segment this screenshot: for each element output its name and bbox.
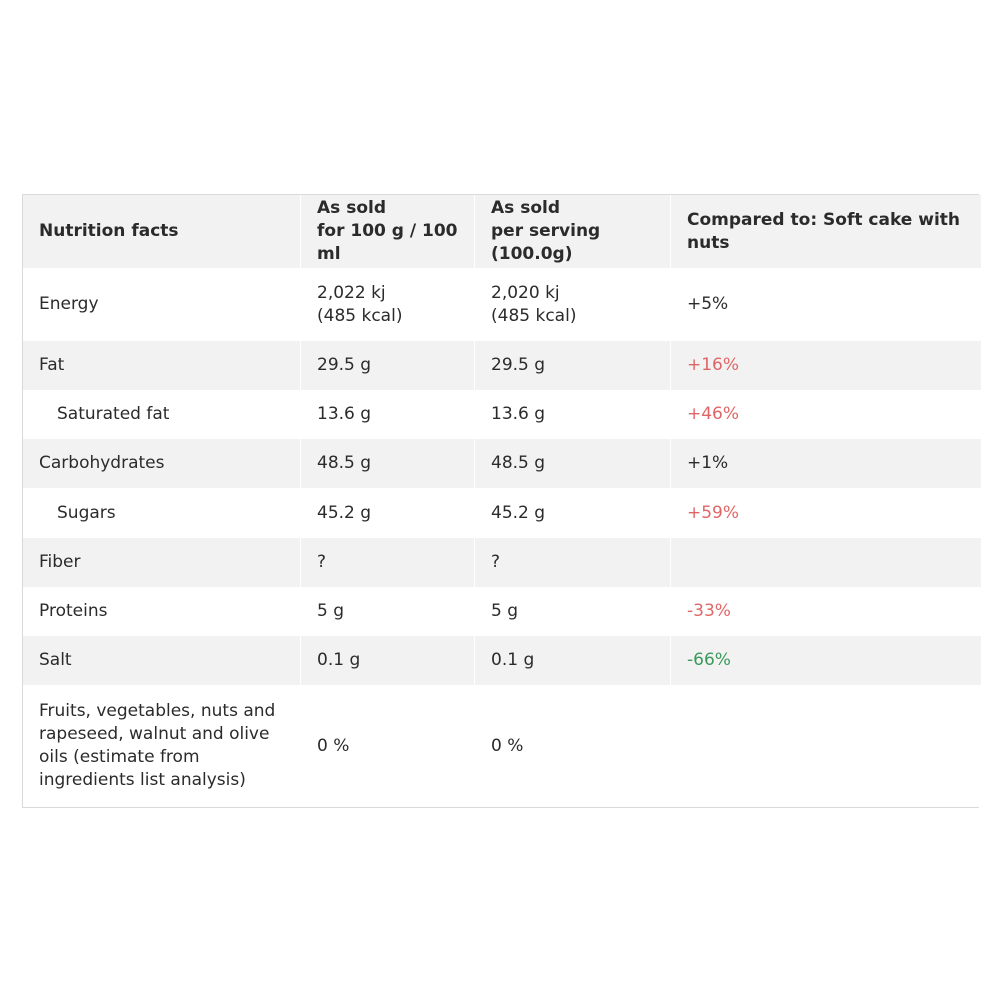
- compare-value: -66%: [671, 636, 981, 685]
- header-nutrition-facts: Nutrition facts: [23, 195, 300, 268]
- compare-value: +46%: [671, 390, 981, 439]
- per-serving-value: 0 %: [475, 685, 670, 807]
- nutrient-name: Sugars: [23, 488, 300, 538]
- per-100g-value: 0.1 g: [301, 636, 474, 685]
- compare-value: [671, 538, 981, 587]
- header-compared-to: Compared to: Soft cake with nuts: [671, 195, 981, 268]
- per-100g-value: 5 g: [301, 587, 474, 636]
- header-per-100g: As sold for 100 g / 100 ml: [301, 195, 474, 268]
- nutrient-name: Saturated fat: [23, 390, 300, 439]
- header-per-serving: As sold per serving (100.0g): [475, 195, 670, 268]
- per-serving-value: 2,020 kj (485 kcal): [475, 268, 670, 341]
- compare-value: +16%: [671, 341, 981, 390]
- per-serving-value: 45.2 g: [475, 488, 670, 538]
- per-serving-value: 29.5 g: [475, 341, 670, 390]
- nutrition-grid: Nutrition facts As sold for 100 g / 100 …: [23, 195, 981, 807]
- per-100g-value: 13.6 g: [301, 390, 474, 439]
- per-serving-value: 5 g: [475, 587, 670, 636]
- nutrient-name: Carbohydrates: [23, 439, 300, 488]
- nutrient-name: Fat: [23, 341, 300, 390]
- per-100g-value: ?: [301, 538, 474, 587]
- compare-value: [671, 685, 981, 807]
- nutrition-facts-table: Nutrition facts As sold for 100 g / 100 …: [22, 194, 981, 808]
- per-serving-value: 13.6 g: [475, 390, 670, 439]
- nutrient-name: Fiber: [23, 538, 300, 587]
- compare-value: +59%: [671, 488, 981, 538]
- nutrient-name: Fruits, vegetables, nuts and rapeseed, w…: [23, 685, 300, 807]
- nutrient-name: Salt: [23, 636, 300, 685]
- per-serving-value: 48.5 g: [475, 439, 670, 488]
- per-100g-value: 48.5 g: [301, 439, 474, 488]
- per-serving-value: ?: [475, 538, 670, 587]
- per-100g-value: 0 %: [301, 685, 474, 807]
- per-100g-value: 2,022 kj (485 kcal): [301, 268, 474, 341]
- per-serving-value: 0.1 g: [475, 636, 670, 685]
- compare-value: +1%: [671, 439, 981, 488]
- per-100g-value: 29.5 g: [301, 341, 474, 390]
- compare-value: -33%: [671, 587, 981, 636]
- nutrient-name: Proteins: [23, 587, 300, 636]
- compare-value: +5%: [671, 268, 981, 341]
- nutrient-name: Energy: [23, 268, 300, 341]
- per-100g-value: 45.2 g: [301, 488, 474, 538]
